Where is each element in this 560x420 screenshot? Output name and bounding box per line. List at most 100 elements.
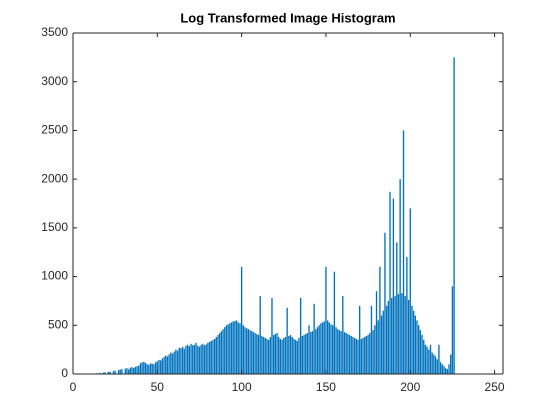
bar [276, 333, 278, 374]
bar [224, 327, 226, 374]
bar [272, 335, 275, 374]
bar [303, 335, 305, 374]
chart-title: Log Transformed Image Histogram [180, 10, 395, 25]
x-tick-label: 150 [316, 380, 336, 394]
bar [299, 298, 302, 374]
bar [161, 358, 164, 374]
bar [404, 296, 406, 374]
bar [446, 369, 449, 374]
bar [338, 330, 341, 374]
bar [117, 370, 120, 374]
bar [434, 356, 437, 374]
x-tick-label: 0 [70, 380, 77, 394]
bar [428, 349, 430, 374]
bar [254, 333, 256, 374]
bar [323, 321, 325, 374]
bar [380, 315, 383, 374]
bar [281, 339, 283, 374]
bar [175, 349, 177, 374]
bar [168, 354, 170, 374]
bar [192, 345, 194, 374]
bar [433, 354, 435, 374]
bar [190, 343, 192, 374]
bar [99, 372, 101, 374]
bar [212, 339, 214, 374]
bar [325, 266, 327, 374]
bar [242, 325, 244, 374]
bar [127, 369, 130, 374]
bar [444, 368, 447, 374]
bar [213, 338, 216, 374]
plot-area [73, 33, 503, 374]
bar [283, 337, 285, 374]
bar [333, 271, 336, 374]
bar [124, 368, 126, 374]
bar [112, 371, 115, 374]
bar [230, 322, 233, 374]
bar [321, 322, 324, 374]
bar [328, 322, 330, 374]
bar [119, 369, 121, 374]
x-tick-label: 200 [400, 380, 420, 394]
bar [249, 330, 251, 374]
y-tick-label: 2000 [41, 171, 68, 185]
bar [382, 310, 384, 374]
bar [195, 342, 197, 374]
bar [353, 337, 356, 374]
bar [436, 359, 438, 374]
bar [358, 305, 361, 374]
bar [379, 266, 381, 374]
y-tick-label: 1000 [41, 269, 68, 283]
bar [316, 327, 319, 374]
x-tick-label: 50 [151, 380, 165, 394]
bar [355, 338, 357, 374]
bar [264, 337, 266, 374]
bar [306, 333, 309, 374]
bar [337, 329, 339, 374]
bar [215, 336, 218, 374]
bar [227, 324, 229, 374]
bar [188, 346, 191, 374]
bar [220, 331, 223, 374]
bar [102, 372, 105, 374]
bar [222, 329, 224, 374]
bar [104, 372, 106, 374]
bar [335, 327, 337, 374]
bar [350, 336, 352, 374]
bar [387, 300, 390, 374]
bar [166, 356, 169, 374]
y-tick-label: 3500 [41, 25, 68, 39]
bar [396, 242, 398, 374]
bar [217, 335, 219, 374]
bar [365, 336, 368, 374]
bar [414, 315, 416, 374]
bar [364, 336, 366, 374]
bar [330, 324, 332, 374]
bar [397, 294, 400, 374]
bar [426, 346, 428, 374]
y-tick-label: 3000 [41, 74, 68, 88]
bar [310, 332, 312, 374]
bar [153, 364, 155, 374]
bar [198, 346, 201, 374]
bar [186, 344, 189, 374]
bar [451, 286, 454, 374]
bar [121, 369, 123, 374]
bar [389, 191, 391, 374]
bar [369, 333, 371, 374]
bar [332, 325, 334, 374]
bar [274, 334, 277, 374]
bar [288, 336, 290, 374]
bar [171, 353, 174, 374]
bar [219, 333, 221, 374]
bar [181, 346, 184, 374]
bar [138, 365, 140, 374]
bar [225, 325, 228, 374]
bar [235, 320, 238, 374]
bar [406, 257, 408, 374]
bar [284, 336, 287, 374]
bar [315, 329, 317, 374]
bar [345, 333, 347, 374]
bar [340, 331, 342, 374]
